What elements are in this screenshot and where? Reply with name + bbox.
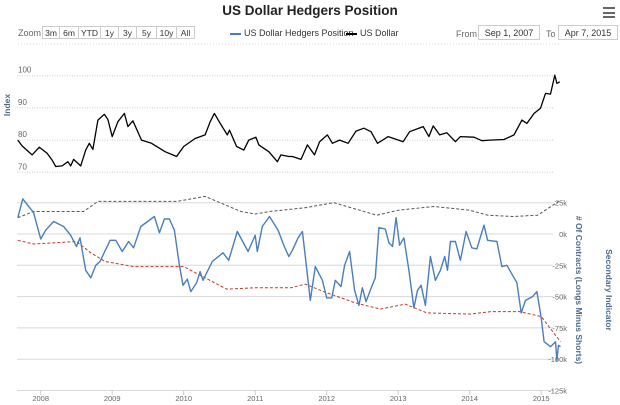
- y-tick-label-top: 90: [18, 98, 27, 107]
- y-tick-label-bottom: 0k: [559, 230, 567, 239]
- y-axis-title-secondary: Secondary Indicator: [604, 249, 614, 331]
- upper-band-line[interactable]: [17, 195, 561, 219]
- zoom-label: Zoom: [18, 28, 42, 38]
- chart-title: US Dollar Hedgers Position: [222, 3, 398, 18]
- range-button-1y[interactable]: 1y: [100, 26, 119, 39]
- range-button-3y[interactable]: 3y: [118, 26, 137, 39]
- y-axis-title-index: Index: [2, 94, 12, 116]
- legend-item-hedgers[interactable]: US Dollar Hedgers Position: [244, 28, 354, 38]
- from-label: From: [456, 29, 477, 39]
- x-tick-label: 2015: [533, 394, 550, 403]
- range-button-ytd[interactable]: YTD: [78, 26, 101, 39]
- to-label: To: [546, 29, 556, 39]
- x-tick-label: 2009: [104, 394, 121, 403]
- y-tick-label-bottom: 25k: [555, 199, 567, 208]
- y-tick-label-top: 80: [18, 130, 27, 139]
- series-line-us-dollar[interactable]: [17, 74, 561, 168]
- to-date-input[interactable]: Apr 7, 2015: [558, 25, 618, 40]
- y-tick-label-bottom: -100k: [548, 355, 567, 364]
- lower-band-line[interactable]: [17, 239, 561, 343]
- x-tick-label: 2008: [32, 394, 49, 403]
- from-date-input[interactable]: Sep 1, 2007: [478, 25, 540, 40]
- y-tick-label-top: 70: [18, 162, 27, 171]
- x-tick-label: 2012: [318, 394, 335, 403]
- legend-symbol-hedgers: [230, 33, 241, 35]
- x-tick-label: 2014: [461, 394, 478, 403]
- legend-symbol-usd: [346, 33, 357, 35]
- x-tick-label: 2011: [247, 394, 263, 403]
- y-tick-label-top: 100: [18, 66, 32, 75]
- x-tick-label: 2013: [390, 394, 407, 403]
- y-tick-label-bottom: -50k: [552, 293, 567, 302]
- y-tick-label-bottom: -75k: [552, 324, 567, 333]
- hamburger-icon[interactable]: [603, 7, 615, 18]
- y-axis-title-contracts: # Of Contracts (Longs Minus Shorts): [574, 216, 584, 364]
- y-tick-label-bottom: -125k: [548, 387, 567, 396]
- y-tick-label-bottom: -25k: [552, 261, 567, 270]
- x-tick-label: 2010: [175, 394, 192, 403]
- series-line-hedgers-position[interactable]: [17, 198, 561, 362]
- legend-item-usd[interactable]: US Dollar: [360, 28, 399, 38]
- range-button-all[interactable]: All: [176, 26, 195, 39]
